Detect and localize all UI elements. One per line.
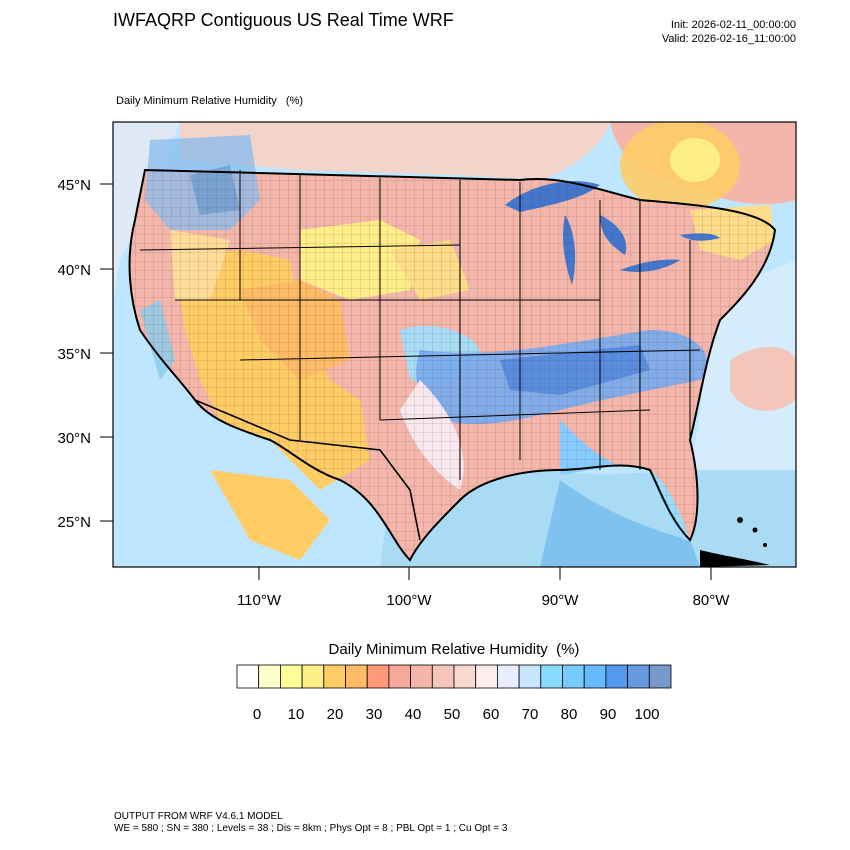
- lon-label-100w: 100°W: [386, 592, 432, 609]
- colorbar-tick-label: 0: [253, 706, 261, 723]
- pacific-nw-ocean: [113, 122, 180, 300]
- lat-label-25: 25°N: [57, 514, 91, 531]
- colorbar-tick-labels: 0 10 20 30 40 50 60 70 80 90 100: [253, 706, 660, 723]
- state-lines: [139, 170, 701, 480]
- colorbar-tick-label: 30: [366, 706, 383, 723]
- colorbar-tick-label: 100: [634, 706, 659, 723]
- mexico-border: [194, 399, 421, 541]
- map-fields: [113, 122, 796, 567]
- colorbar-swatch: [431, 664, 455, 689]
- colorbar-swatch: [605, 664, 629, 689]
- colorbar-tick-label: 40: [405, 706, 422, 723]
- valid-time: Valid: 2026-02-16_11:00:00: [661, 33, 796, 45]
- latitude-axis: 45°N 40°N 35°N 30°N 25°N: [57, 177, 113, 531]
- colorbar-swatch: [410, 664, 433, 689]
- lat-label-40: 40°N: [57, 262, 91, 279]
- colorbar-swatch: [345, 664, 368, 689]
- gulf-deep-area: [540, 480, 700, 567]
- atlantic-dry-patch: [730, 346, 796, 411]
- colorbar-swatch: [258, 664, 281, 689]
- lat-label-45: 45°N: [57, 177, 91, 194]
- quebec-core: [670, 138, 720, 182]
- lon-label-110w: 110°W: [237, 592, 282, 609]
- map-title: IWFAQRP Contiguous US Real Time WRF: [113, 10, 454, 30]
- colorbar-swatch: [648, 664, 672, 689]
- colorbar-tick-label: 20: [327, 706, 344, 723]
- colorbar-tick-label: 10: [288, 706, 305, 723]
- colorbar-swatch: [627, 664, 650, 689]
- canada-prairie: [180, 122, 610, 180]
- lon-label-90w: 90°W: [542, 592, 580, 609]
- colorbar-tick-label: 60: [483, 706, 500, 723]
- colorbar-swatch: [323, 664, 346, 689]
- colorbar-title: Daily Minimum Relative Humidity (%): [328, 641, 580, 658]
- colorbar-swatch: [453, 664, 477, 689]
- variable-subtitle: Daily Minimum Relative Humidity (%): [116, 95, 304, 107]
- colorbar-swatch: [366, 664, 390, 689]
- colorbar-swatch: [562, 664, 585, 689]
- us-outline: [128, 168, 777, 562]
- colorbar-tick-label: 80: [561, 706, 578, 723]
- caribbean-islands: [700, 517, 770, 567]
- colorbar-swatch: [518, 664, 542, 689]
- colorbar-swatch: [496, 664, 520, 689]
- colorbar-swatch: [301, 664, 325, 689]
- colorbar: [236, 664, 672, 689]
- map-frame: [112, 121, 797, 568]
- colorbar-swatch: [279, 664, 303, 689]
- lat-label-30: 30°N: [57, 430, 91, 447]
- colorbar-swatch: [583, 664, 607, 689]
- colorbar-swatch: [540, 664, 563, 689]
- model-info: OUTPUT FROM WRF V4.6.1 MODEL: [114, 811, 283, 822]
- colorbar-tick-label: 50: [444, 706, 461, 723]
- colorbar-swatch: [236, 664, 260, 689]
- lon-label-80w: 80°W: [693, 592, 731, 609]
- longitude-axis: 110°W 100°W 90°W 80°W: [237, 567, 730, 609]
- colorbar-tick-label: 90: [600, 706, 617, 723]
- model-config: WE = 580 ; SN = 380 ; Levels = 38 ; Dis …: [114, 823, 508, 834]
- init-time: Init: 2026-02-11_00:00:00: [670, 19, 796, 31]
- colorbar-swatch: [475, 664, 498, 689]
- county-grid: [129, 170, 776, 560]
- mexico-dry: [210, 470, 330, 560]
- lat-label-35: 35°N: [57, 346, 91, 363]
- colorbar-swatch: [388, 664, 411, 689]
- colorbar-tick-label: 70: [522, 706, 539, 723]
